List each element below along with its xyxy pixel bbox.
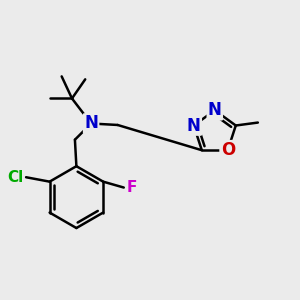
Text: N: N [84,115,98,133]
Text: O: O [220,141,235,159]
Text: F: F [127,180,137,195]
Text: N: N [208,101,222,119]
Text: N: N [187,116,201,134]
Text: Cl: Cl [7,170,23,185]
